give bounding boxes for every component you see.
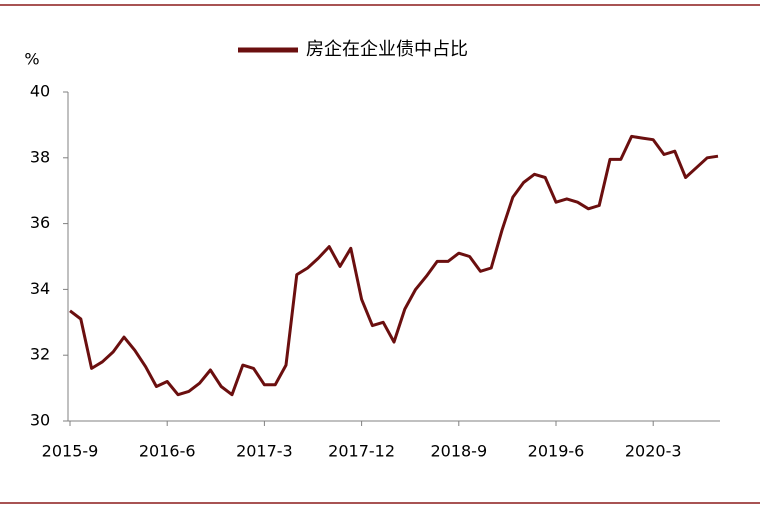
- y-tick-label: 38: [30, 147, 50, 166]
- x-tick-label: 2015-9: [42, 442, 99, 461]
- legend-label: 房企在企业债中占比: [306, 39, 468, 60]
- y-tick-label: 32: [30, 345, 50, 364]
- y-tick-label: 36: [30, 213, 50, 232]
- y-tick-label: 30: [30, 411, 50, 430]
- data-line: [69, 134, 719, 397]
- x-tick-label: 2016-6: [139, 442, 196, 461]
- y-tick-label: 34: [30, 279, 50, 298]
- x-tick-label: 2017-3: [236, 442, 293, 461]
- x-tick-label: 2020-3: [625, 442, 682, 461]
- y-axis-label: %: [24, 50, 39, 69]
- x-tick-label: 2019-6: [528, 442, 585, 461]
- y-tick-label: 40: [30, 82, 50, 101]
- x-tick-label: 2017-12: [328, 442, 395, 461]
- x-tick-label: 2018-9: [430, 442, 487, 461]
